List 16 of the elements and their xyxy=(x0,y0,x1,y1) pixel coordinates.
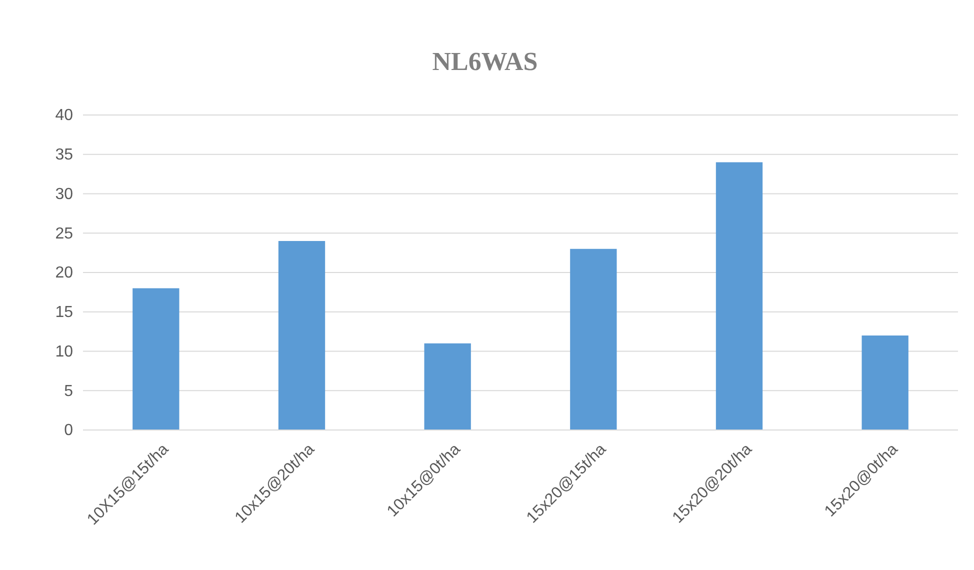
bar xyxy=(132,288,180,430)
bar xyxy=(424,343,471,430)
y-tick-label: 15 xyxy=(55,304,74,321)
y-tick-label: 30 xyxy=(55,186,74,203)
bar xyxy=(570,248,617,430)
y-tick-label: 5 xyxy=(64,382,74,400)
bar xyxy=(278,241,326,430)
y-tick-label: 35 xyxy=(55,146,74,164)
chart-title: NL6WAS xyxy=(432,47,538,76)
bar xyxy=(862,336,908,430)
bar xyxy=(716,162,763,430)
y-tick-label: 20 xyxy=(55,264,74,282)
y-tick-label: 0 xyxy=(64,422,74,440)
y-tick-label: 40 xyxy=(55,107,74,124)
y-tick-label: 25 xyxy=(55,225,74,242)
y-tick-label: 10 xyxy=(55,343,74,360)
